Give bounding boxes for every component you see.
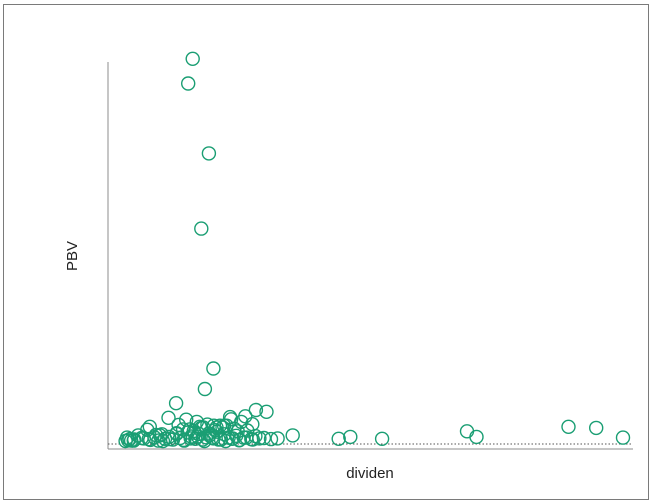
data-point xyxy=(459,424,475,439)
data-point xyxy=(196,420,211,435)
data-point xyxy=(343,429,358,445)
x-axis-label: dividen xyxy=(346,465,394,482)
data-point xyxy=(142,419,158,434)
data-point xyxy=(270,431,285,446)
data-point xyxy=(212,418,228,433)
data-point xyxy=(134,430,149,446)
data-point xyxy=(178,412,194,427)
data-point xyxy=(180,76,196,91)
data-point xyxy=(245,417,260,432)
chart-frame xyxy=(3,4,649,500)
data-point xyxy=(206,361,221,376)
data-point xyxy=(168,396,184,411)
data-point xyxy=(256,430,272,446)
data-point xyxy=(152,428,168,443)
data-point xyxy=(248,402,264,418)
data-point xyxy=(185,51,200,66)
data-point xyxy=(197,381,213,397)
data-point xyxy=(176,433,192,448)
data-point xyxy=(225,431,240,446)
data-point xyxy=(245,432,261,447)
data-point xyxy=(194,221,209,236)
data-point xyxy=(187,425,203,440)
data-point xyxy=(615,430,631,445)
axes xyxy=(107,62,633,450)
data-point xyxy=(126,433,141,448)
data-point xyxy=(469,429,484,445)
data-point xyxy=(161,410,176,425)
data-point xyxy=(230,424,245,439)
data-point xyxy=(226,421,242,436)
data-point xyxy=(589,420,604,436)
data-points xyxy=(118,51,631,449)
y-axis-label: PBV xyxy=(64,241,81,271)
data-point xyxy=(561,419,576,434)
data-point xyxy=(285,428,300,443)
data-point xyxy=(119,430,135,445)
data-point xyxy=(201,146,217,161)
data-point xyxy=(259,404,274,419)
data-point xyxy=(374,431,390,446)
data-point xyxy=(263,431,279,447)
data-point xyxy=(331,431,346,446)
data-point xyxy=(223,412,239,427)
data-point xyxy=(162,431,177,447)
